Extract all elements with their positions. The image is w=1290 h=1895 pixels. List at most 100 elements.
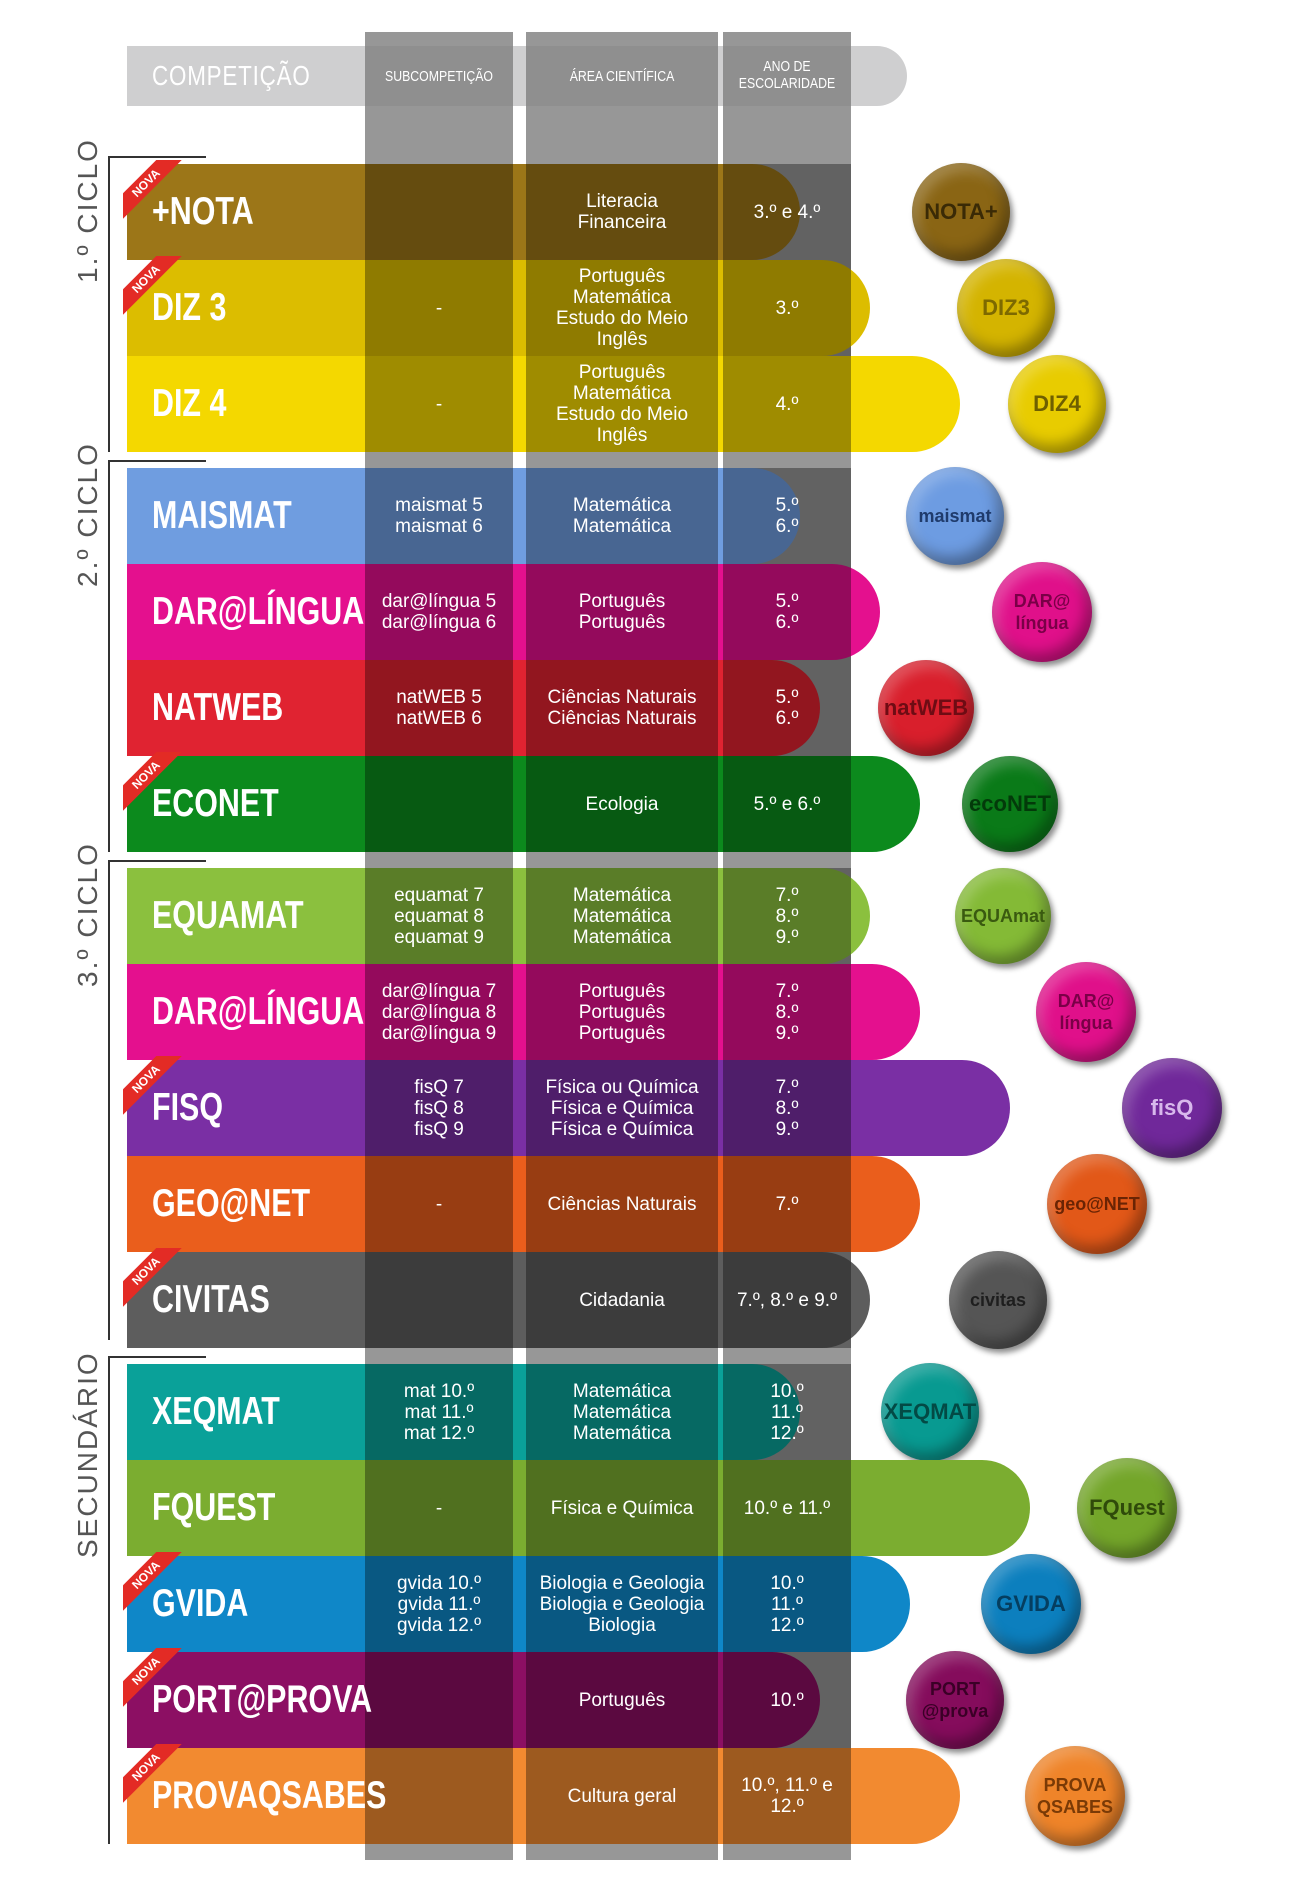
- cycle-label: 3.º CICLO: [72, 842, 103, 987]
- competition-name: EQUAMAT: [152, 894, 304, 937]
- row-column-overlay: [365, 564, 513, 660]
- row-color-bar: [127, 1252, 870, 1348]
- subcompeticao-cell: [365, 1252, 513, 1348]
- nova-ribbon: NOVA: [123, 160, 185, 222]
- competition-logo-badge: DAR@ língua: [1036, 962, 1136, 1062]
- competition-logo-badge: DIZ3: [957, 259, 1055, 357]
- row-column-overlay: [723, 964, 851, 1060]
- competition-logo-badge: geo@NET: [1047, 1154, 1147, 1254]
- area-cientifica-cell: Matemática Matemática Matemática: [572, 1380, 672, 1444]
- area-cientifica-cell: Português Matemática Estudo do Meio Ingl…: [555, 266, 689, 350]
- row-column-overlay: [526, 1364, 718, 1460]
- competition-name: NATWEB: [152, 686, 284, 729]
- area-cientifica-cell: Matemática Matemática Matemática: [572, 884, 672, 948]
- ano-escolaridade-cell: 7.º 8.º 9.º: [775, 884, 799, 948]
- ano-escolaridade-cell: 7.º, 8.º e 9.º: [736, 1289, 838, 1311]
- row-color-bar: [127, 1060, 1010, 1156]
- area-cientifica-cell: Cultura geral: [567, 1785, 677, 1807]
- nova-ribbon: NOVA: [123, 1056, 185, 1118]
- cycle-label: SECUNDÁRIO: [72, 1351, 103, 1558]
- row-column-overlay: [723, 1748, 851, 1844]
- row-column-overlay: [723, 660, 851, 756]
- row-column-overlay: [526, 868, 718, 964]
- row-column-overlay: [365, 1652, 513, 1748]
- subcompeticao-cell: [365, 1748, 513, 1844]
- row-column-overlay: [365, 964, 513, 1060]
- row-color-bar: [127, 964, 920, 1060]
- row-color-bar: [127, 1748, 960, 1844]
- row-column-overlay: [526, 1460, 718, 1556]
- row-column-overlay: [723, 260, 851, 356]
- area-cientifica-cell: Ciências Naturais Ciências Naturais: [547, 687, 697, 729]
- row-column-overlay: [365, 1364, 513, 1460]
- row-column-overlay: [723, 1652, 851, 1748]
- competition-logo-badge: NOTA+: [912, 163, 1010, 261]
- ano-escolaridade-cell: 5.º 6.º: [775, 495, 799, 537]
- area-cientifica-cell: Cidadania: [579, 1289, 665, 1311]
- subcompeticao-cell: dar@língua 7 dar@língua 8 dar@língua 9: [381, 980, 497, 1044]
- subcompeticao-cell: -: [435, 1193, 443, 1215]
- header-ano-line2: ESCOLARIDADE: [738, 75, 836, 92]
- nova-ribbon: NOVA: [123, 256, 185, 318]
- header-subcompeticao: SUBCOMPETIÇÃO: [385, 68, 493, 85]
- row-column-overlay: [365, 1748, 513, 1844]
- row-column-overlay: [723, 1060, 851, 1156]
- area-cientifica-cell: Português: [578, 1689, 666, 1711]
- subcompeticao-cell: gvida 10.º gvida 11.º gvida 12.º: [396, 1572, 482, 1636]
- header-ano-line1: ANO DE: [763, 58, 811, 75]
- row-column-overlay: [365, 868, 513, 964]
- row-column-overlay: [723, 164, 851, 260]
- competition-logo-badge: GVIDA: [981, 1554, 1081, 1654]
- competition-name: PROVAQSABES: [152, 1774, 387, 1817]
- cycle-divider-line: [108, 860, 110, 1340]
- cycle-top-line: [108, 860, 206, 862]
- cycle-divider-line: [108, 156, 110, 452]
- row-column-overlay: [526, 660, 718, 756]
- subcompeticao-cell: -: [435, 1497, 443, 1519]
- row-column-overlay: [365, 1252, 513, 1348]
- row-column-overlay: [365, 1556, 513, 1652]
- row-column-overlay: [526, 1252, 718, 1348]
- competition-name: DIZ 4: [152, 382, 227, 425]
- nova-ribbon: NOVA: [123, 1248, 185, 1310]
- competition-logo-badge: maismat: [906, 467, 1004, 565]
- subcompeticao-cell: dar@língua 5 dar@língua 6: [381, 591, 497, 633]
- subcompeticao-cell: mat 10.º mat 11.º mat 12.º: [403, 1380, 475, 1444]
- area-cientifica-cell: Ecologia: [585, 793, 659, 815]
- ano-escolaridade-cell: 10.º: [770, 1689, 804, 1711]
- row-color-bar: [127, 1652, 820, 1748]
- row-color-bar: [127, 1556, 910, 1652]
- row-color-bar: [127, 564, 880, 660]
- subcompeticao-cell: equamat 7 equamat 8 equamat 9: [394, 884, 484, 948]
- cycle-label: 2.º CICLO: [72, 442, 103, 587]
- row-column-overlay: [365, 1060, 513, 1156]
- ano-escolaridade-cell: 5.º e 6.º: [753, 793, 821, 815]
- subcompeticao-cell: [365, 1652, 513, 1748]
- row-column-overlay: [365, 1460, 513, 1556]
- cycle-divider-line: [108, 1356, 110, 1844]
- subcompeticao-cell: -: [435, 393, 443, 415]
- row-column-overlay: [365, 660, 513, 756]
- competition-logo-badge: civitas: [949, 1251, 1047, 1349]
- ano-escolaridade-cell: 5.º 6.º: [775, 591, 799, 633]
- row-color-bar: [127, 356, 960, 452]
- cycle-label: 1.º CICLO: [72, 138, 103, 283]
- competition-logo-badge: DAR@ língua: [992, 562, 1092, 662]
- row-column-overlay: [723, 356, 851, 452]
- row-column-overlay: [526, 756, 718, 852]
- row-column-overlay: [526, 260, 718, 356]
- row-column-overlay: [723, 1156, 851, 1252]
- header-area-cientifica: ÁREA CIENTÍFICA: [569, 68, 675, 85]
- row-column-overlay: [723, 1364, 851, 1460]
- row-color-bar: [127, 164, 800, 260]
- area-cientifica-cell: Português Português Português: [578, 980, 666, 1044]
- ano-escolaridade-cell: 7.º: [775, 1193, 799, 1215]
- row-column-overlay: [365, 468, 513, 564]
- competition-logo-badge: XEQMAT: [881, 1363, 979, 1461]
- row-column-overlay: [526, 1156, 718, 1252]
- cycle-top-line: [108, 1356, 206, 1358]
- row-column-overlay: [526, 164, 718, 260]
- competition-logo-badge: ecoNET: [962, 756, 1058, 852]
- area-cientifica-cell: Física e Química: [550, 1497, 694, 1519]
- cycle-divider-line: [108, 460, 110, 852]
